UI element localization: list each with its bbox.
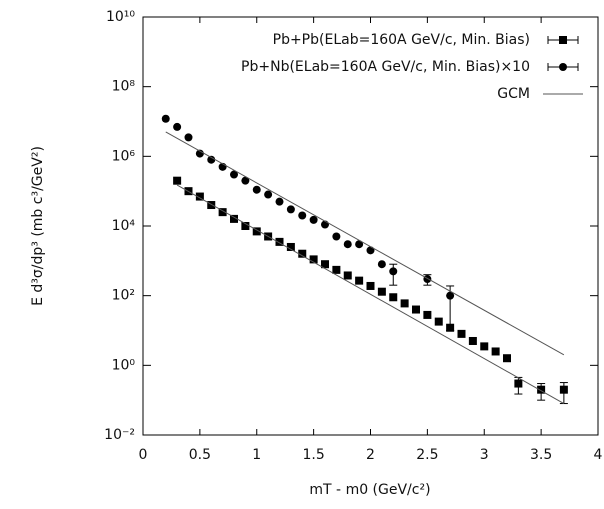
- data-point: [184, 133, 193, 142]
- data-point: [434, 317, 443, 326]
- y-tick-label: 10⁴: [112, 218, 136, 234]
- x-axis-label: mT - m0 (GeV/c²): [309, 482, 430, 498]
- data-point: [412, 305, 420, 314]
- data-point: [377, 260, 386, 269]
- data-point: [264, 190, 273, 199]
- x-tick-label: 2: [366, 447, 375, 463]
- y-tick-label: 10⁶: [112, 148, 136, 164]
- model-line: [176, 184, 565, 404]
- data-point: [355, 240, 364, 249]
- data-point: [389, 293, 398, 302]
- y-tick-label: 10²: [112, 288, 135, 304]
- data-point: [286, 205, 295, 214]
- x-tick-label: 0.5: [189, 447, 211, 463]
- data-point: [423, 310, 432, 319]
- data-point: [559, 385, 568, 394]
- data-point: [400, 299, 409, 308]
- legend-marker: [559, 63, 567, 71]
- data-point: [446, 291, 455, 300]
- data-point: [207, 201, 216, 210]
- x-tick-label: 4: [594, 447, 603, 463]
- data-point: [537, 385, 546, 394]
- legend-label: Pb+Pb(ELab=160A GeV/c, Min. Bias): [273, 32, 530, 48]
- data-point: [252, 227, 261, 236]
- data-point: [161, 114, 170, 123]
- y-tick-label: 10⁻²: [104, 427, 135, 443]
- y-tick-label: 10¹⁰: [106, 9, 135, 25]
- data-point: [457, 329, 466, 338]
- data-point: [195, 192, 204, 201]
- x-tick-label: 2.5: [416, 447, 438, 463]
- y-tick-label: 10⁰: [112, 357, 136, 373]
- data-point: [503, 354, 511, 363]
- data-point: [173, 176, 182, 185]
- data-point: [218, 208, 227, 217]
- y-axis-label: E d³σ/dp³ (mb c³/GeV²): [30, 146, 46, 306]
- data-point: [321, 260, 329, 269]
- legend-label: Pb+Nb(ELab=160A GeV/c, Min. Bias)×10: [241, 59, 530, 75]
- data-point: [275, 197, 284, 206]
- data-point: [252, 185, 261, 194]
- data-point: [275, 237, 284, 246]
- data-point: [241, 176, 250, 185]
- x-tick-label: 3: [480, 447, 489, 463]
- data-point: [366, 281, 375, 290]
- data-point: [423, 275, 432, 284]
- data-point: [332, 265, 341, 274]
- data-point: [332, 232, 341, 241]
- data-point: [286, 242, 295, 251]
- data-point: [480, 342, 489, 351]
- data-point: [309, 255, 318, 264]
- data-point: [230, 214, 238, 223]
- x-tick-label: 0: [139, 447, 148, 463]
- data-point: [241, 222, 250, 230]
- data-point: [389, 267, 398, 276]
- data-point: [514, 379, 523, 388]
- data-point: [355, 276, 364, 285]
- model-line: [165, 131, 565, 356]
- data-point: [343, 240, 352, 249]
- x-tick-label: 3.5: [530, 447, 552, 463]
- x-tick-label: 1: [252, 447, 261, 463]
- data-point: [230, 170, 238, 179]
- data-point: [468, 336, 477, 345]
- data-point: [207, 155, 216, 164]
- data-point: [298, 249, 307, 258]
- data-point: [377, 287, 386, 296]
- data-point: [343, 271, 352, 280]
- data-point: [195, 149, 204, 158]
- legend-label: GCM: [497, 86, 530, 102]
- x-tick-label: 1.5: [302, 447, 324, 463]
- data-point: [309, 215, 318, 224]
- data-point: [321, 220, 329, 229]
- data-point: [491, 347, 500, 356]
- y-tick-label: 10⁸: [112, 79, 136, 95]
- data-point: [366, 246, 375, 255]
- data-point: [298, 211, 307, 220]
- legend-marker: [559, 36, 567, 44]
- data-point: [173, 122, 182, 131]
- plot-frame: [142, 16, 599, 436]
